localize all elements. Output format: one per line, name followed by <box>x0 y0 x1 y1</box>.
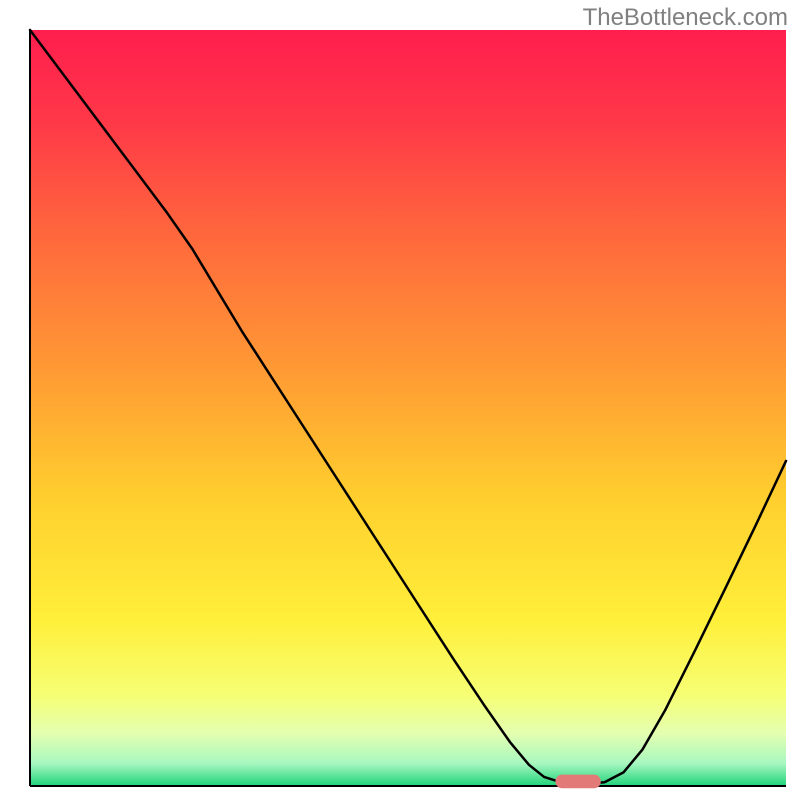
bottleneck-chart <box>0 0 800 800</box>
attribution-text: TheBottleneck.com <box>583 4 788 32</box>
chart-container: TheBottleneck.com <box>0 0 800 800</box>
optimal-marker <box>555 775 600 789</box>
chart-background <box>30 30 786 786</box>
